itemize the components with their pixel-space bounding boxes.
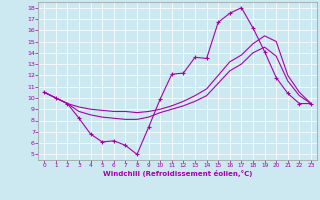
X-axis label: Windchill (Refroidissement éolien,°C): Windchill (Refroidissement éolien,°C) — [103, 170, 252, 177]
